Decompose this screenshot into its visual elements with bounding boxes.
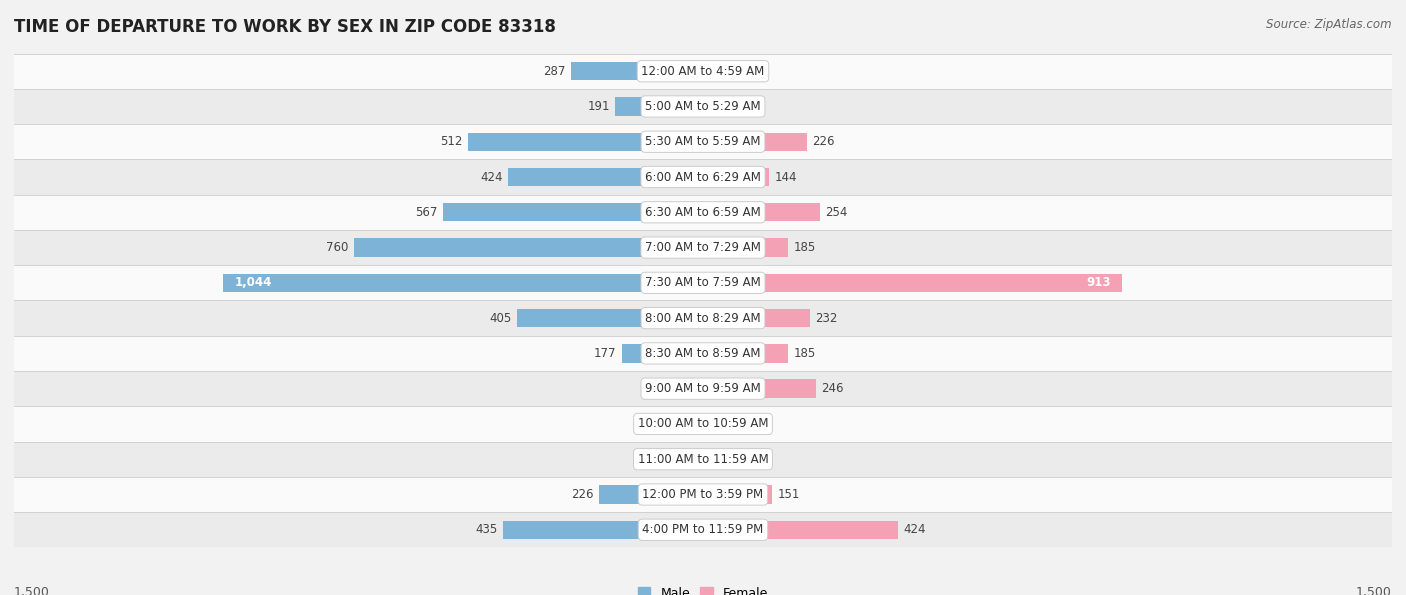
Text: 8:00 AM to 8:29 AM: 8:00 AM to 8:29 AM — [645, 312, 761, 325]
Bar — [703, 203, 820, 221]
Bar — [703, 309, 810, 327]
Text: 6:30 AM to 6:59 AM: 6:30 AM to 6:59 AM — [645, 206, 761, 219]
Text: 3: 3 — [689, 453, 696, 466]
Text: 4:00 PM to 11:59 PM: 4:00 PM to 11:59 PM — [643, 523, 763, 536]
Text: 185: 185 — [793, 241, 815, 254]
Text: 424: 424 — [481, 171, 503, 183]
Bar — [703, 133, 807, 151]
Bar — [703, 62, 741, 80]
Text: 9: 9 — [686, 382, 693, 395]
Text: 11: 11 — [678, 418, 692, 430]
Text: 7:30 AM to 7:59 AM: 7:30 AM to 7:59 AM — [645, 276, 761, 289]
Bar — [468, 133, 703, 151]
Text: 405: 405 — [489, 312, 512, 325]
Text: 8:30 AM to 8:59 AM: 8:30 AM to 8:59 AM — [645, 347, 761, 360]
Bar — [703, 450, 740, 468]
Text: 913: 913 — [1087, 276, 1111, 289]
Text: 254: 254 — [825, 206, 848, 219]
Bar — [14, 265, 1392, 300]
Text: 567: 567 — [415, 206, 437, 219]
Text: 232: 232 — [815, 312, 838, 325]
Bar — [703, 486, 772, 503]
Text: 151: 151 — [778, 488, 800, 501]
Bar — [14, 371, 1392, 406]
Text: 82: 82 — [747, 65, 761, 78]
Text: 1,044: 1,044 — [235, 276, 273, 289]
Bar — [517, 309, 703, 327]
Bar — [571, 62, 703, 80]
Bar — [14, 124, 1392, 159]
Bar — [703, 415, 735, 433]
Text: 226: 226 — [813, 135, 835, 148]
Text: 70: 70 — [741, 418, 755, 430]
Bar — [703, 380, 815, 398]
Bar — [503, 521, 703, 539]
Bar — [224, 274, 703, 292]
Bar — [14, 477, 1392, 512]
Bar — [703, 98, 738, 115]
Bar — [616, 98, 703, 115]
Bar — [703, 168, 769, 186]
Bar — [443, 203, 703, 221]
Text: 191: 191 — [588, 100, 610, 113]
Text: 177: 177 — [593, 347, 616, 360]
Bar — [703, 274, 1122, 292]
Text: 144: 144 — [775, 171, 797, 183]
Bar — [14, 300, 1392, 336]
Text: TIME OF DEPARTURE TO WORK BY SEX IN ZIP CODE 83318: TIME OF DEPARTURE TO WORK BY SEX IN ZIP … — [14, 18, 555, 36]
Text: 1,500: 1,500 — [1355, 586, 1392, 595]
Bar — [703, 345, 787, 362]
Text: 435: 435 — [475, 523, 498, 536]
Bar — [14, 406, 1392, 441]
Text: 7:00 AM to 7:29 AM: 7:00 AM to 7:29 AM — [645, 241, 761, 254]
Text: 185: 185 — [793, 347, 815, 360]
Bar — [14, 336, 1392, 371]
Text: Source: ZipAtlas.com: Source: ZipAtlas.com — [1267, 18, 1392, 31]
Legend: Male, Female: Male, Female — [633, 583, 773, 595]
Bar — [508, 168, 703, 186]
Bar — [14, 89, 1392, 124]
Text: 424: 424 — [903, 523, 925, 536]
Bar — [14, 159, 1392, 195]
Text: 246: 246 — [821, 382, 844, 395]
Bar — [621, 345, 703, 362]
Bar — [14, 512, 1392, 547]
Text: 80: 80 — [745, 453, 761, 466]
Text: 6:00 AM to 6:29 AM: 6:00 AM to 6:29 AM — [645, 171, 761, 183]
Bar — [14, 230, 1392, 265]
Text: 78: 78 — [744, 100, 759, 113]
Text: 1,500: 1,500 — [14, 586, 51, 595]
Text: 512: 512 — [440, 135, 463, 148]
Text: 10:00 AM to 10:59 AM: 10:00 AM to 10:59 AM — [638, 418, 768, 430]
Bar — [699, 380, 703, 398]
Text: 226: 226 — [571, 488, 593, 501]
Bar — [599, 486, 703, 503]
Text: 760: 760 — [326, 241, 349, 254]
Text: 12:00 AM to 4:59 AM: 12:00 AM to 4:59 AM — [641, 65, 765, 78]
Bar — [354, 239, 703, 256]
Text: 5:00 AM to 5:29 AM: 5:00 AM to 5:29 AM — [645, 100, 761, 113]
Text: 287: 287 — [543, 65, 565, 78]
Text: 9:00 AM to 9:59 AM: 9:00 AM to 9:59 AM — [645, 382, 761, 395]
Bar — [14, 195, 1392, 230]
Bar — [703, 239, 787, 256]
Text: 5:30 AM to 5:59 AM: 5:30 AM to 5:59 AM — [645, 135, 761, 148]
Bar — [703, 521, 898, 539]
Text: 11:00 AM to 11:59 AM: 11:00 AM to 11:59 AM — [638, 453, 768, 466]
Bar — [697, 415, 703, 433]
Bar — [14, 54, 1392, 89]
Bar — [14, 441, 1392, 477]
Text: 12:00 PM to 3:59 PM: 12:00 PM to 3:59 PM — [643, 488, 763, 501]
